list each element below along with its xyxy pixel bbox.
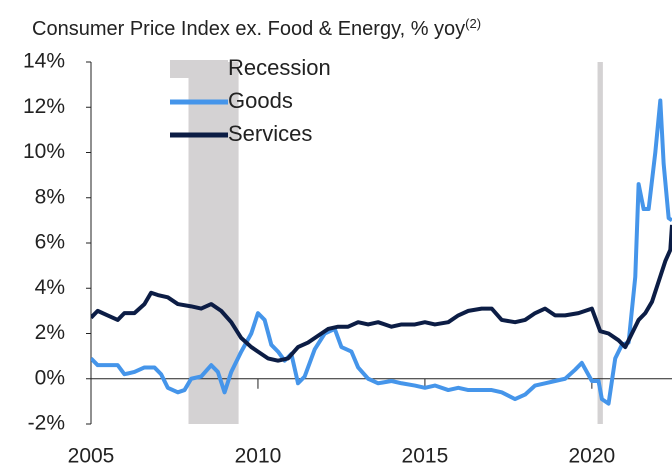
x-tick-label: 2015	[402, 445, 449, 468]
legend-swatch	[170, 60, 228, 78]
legend-label: Services	[228, 121, 312, 146]
y-tick-label: 8%	[35, 185, 65, 208]
title-note: (2)	[465, 16, 481, 31]
recession-band	[188, 62, 239, 424]
y-tick-label: 6%	[35, 231, 65, 254]
series-line	[91, 224, 672, 363]
y-tick-label: 2%	[35, 321, 65, 344]
x-tick-label: 2020	[569, 445, 616, 468]
x-tick-label: 2005	[68, 445, 115, 468]
y-tick-label: 12%	[23, 95, 65, 118]
y-tick-label: 10%	[23, 140, 65, 163]
y-tick-label: -2%	[28, 412, 65, 435]
recession-band	[597, 62, 603, 424]
legend-label: Goods	[228, 88, 293, 113]
x-tick-label: 2010	[235, 445, 282, 468]
series-line	[91, 98, 672, 406]
chart-title: Consumer Price Index ex. Food & Energy, …	[32, 16, 481, 40]
y-tick-label: 4%	[35, 276, 65, 299]
legend-label: Recession	[228, 55, 331, 80]
y-tick-label: 0%	[35, 366, 65, 389]
title-text: Consumer Price Index ex. Food & Energy, …	[32, 18, 465, 40]
y-tick-label: 14%	[23, 50, 65, 73]
